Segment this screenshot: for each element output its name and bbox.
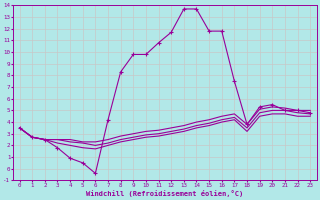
X-axis label: Windchill (Refroidissement éolien,°C): Windchill (Refroidissement éolien,°C) — [86, 190, 244, 197]
